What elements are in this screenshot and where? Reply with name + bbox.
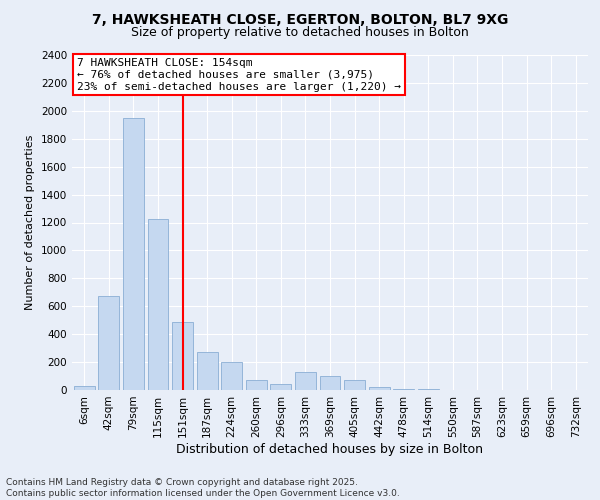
Text: 7, HAWKSHEATH CLOSE, EGERTON, BOLTON, BL7 9XG: 7, HAWKSHEATH CLOSE, EGERTON, BOLTON, BL… — [92, 12, 508, 26]
Bar — [74, 386, 95, 390]
Bar — [344, 380, 365, 390]
Bar — [172, 322, 193, 390]
Bar — [98, 296, 119, 390]
Bar — [197, 352, 218, 390]
Bar — [246, 380, 267, 390]
Bar — [123, 118, 144, 390]
Bar — [271, 384, 292, 390]
Bar — [221, 362, 242, 390]
Bar — [368, 387, 389, 390]
Bar — [295, 372, 316, 390]
Bar — [393, 388, 414, 390]
Bar — [148, 219, 169, 390]
Text: Size of property relative to detached houses in Bolton: Size of property relative to detached ho… — [131, 26, 469, 39]
Bar — [320, 376, 340, 390]
X-axis label: Distribution of detached houses by size in Bolton: Distribution of detached houses by size … — [176, 442, 484, 456]
Y-axis label: Number of detached properties: Number of detached properties — [25, 135, 35, 310]
Text: Contains HM Land Registry data © Crown copyright and database right 2025.
Contai: Contains HM Land Registry data © Crown c… — [6, 478, 400, 498]
Text: 7 HAWKSHEATH CLOSE: 154sqm
← 76% of detached houses are smaller (3,975)
23% of s: 7 HAWKSHEATH CLOSE: 154sqm ← 76% of deta… — [77, 58, 401, 92]
